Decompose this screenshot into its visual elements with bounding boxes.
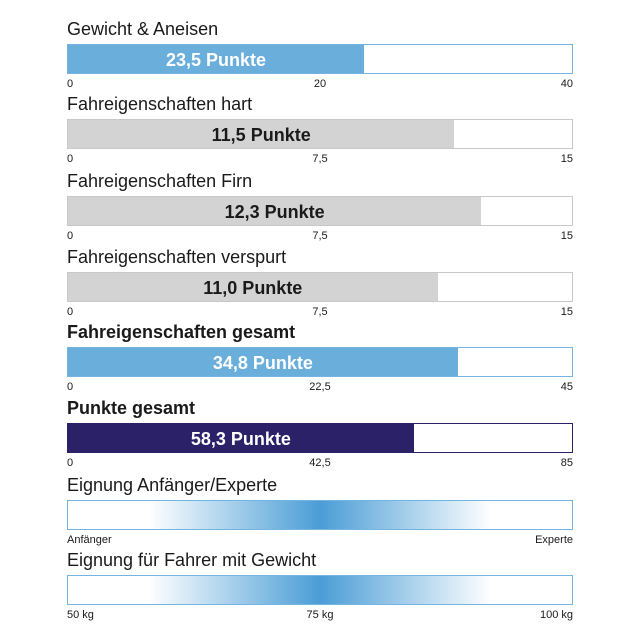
bar-fill xyxy=(68,348,458,376)
chart-section-8: Eignung für Fahrer mit Gewicht 50 kg 75 kg… xyxy=(67,549,573,622)
tick-label: 0 xyxy=(67,457,74,469)
chart-title: Fahreigenschaften gesamt xyxy=(67,322,296,342)
chart-section-2: Fahreigenschaften hart 11,5 Punkte 0 7,5 15 xyxy=(67,93,573,166)
bar-fill xyxy=(68,197,482,225)
tick-label: 15 xyxy=(560,153,573,165)
chart-title: Fahreigenschaften verspurt xyxy=(67,247,287,267)
tick-label: 45 xyxy=(560,381,573,393)
tick-labels: 0 20 40 xyxy=(67,77,573,91)
chart-title: Eignung Anfänger/Experte xyxy=(67,475,278,495)
gradient-scale xyxy=(67,575,573,605)
tick-label: 0 xyxy=(67,153,74,165)
tick-label: 100 kg xyxy=(539,609,573,621)
bar-track: 58,3 Punkte xyxy=(67,423,573,453)
bar-value-label: 23,5 Punkte xyxy=(166,50,267,70)
tick-labels: 50 kg 75 kg 100 kg xyxy=(67,608,573,622)
chart-title: Eignung für Fahrer mit Gewicht xyxy=(67,550,317,570)
tick-label: 0 xyxy=(67,230,74,242)
tick-labels: 0 22,5 45 xyxy=(67,380,573,394)
tick-label: 7,5 xyxy=(312,153,328,165)
tick-label: 7,5 xyxy=(312,230,328,242)
chart-title: Punkte gesamt xyxy=(67,398,196,418)
bar-fill xyxy=(68,273,438,301)
chart-section-5: Fahreigenschaften gesamt 34,8 Punkte 0 22,5… xyxy=(67,321,573,394)
bar-fill xyxy=(68,45,365,73)
bar-value-label: 11,5 Punkte xyxy=(211,125,311,145)
tick-label: Anfänger xyxy=(67,534,112,546)
gradient-scale xyxy=(67,500,573,530)
chart-section-4: Fahreigenschaften verspurt 11,0 Punkte 0 7,… xyxy=(67,246,573,319)
chart-title: Fahreigenschaften hart xyxy=(67,94,253,114)
gradient-fill xyxy=(68,576,572,604)
tick-label: 20 xyxy=(313,78,327,90)
bar-track: 11,5 Punkte xyxy=(67,119,573,149)
tick-label: 22,5 xyxy=(309,381,331,393)
bar-track: 12,3 Punkte xyxy=(67,196,573,226)
chart-section-3: Fahreigenschaften Firn 12,3 Punkte 0 7,5 15 xyxy=(67,170,573,243)
tick-labels: Anfänger Experte xyxy=(67,533,573,547)
bar-fill xyxy=(68,424,414,452)
tick-label: Experte xyxy=(535,534,573,546)
tick-label: 15 xyxy=(560,306,573,318)
tick-label: 15 xyxy=(560,230,573,242)
tick-labels: 0 7,5 15 xyxy=(67,229,573,243)
tick-label: 50 kg xyxy=(67,609,94,621)
tick-labels: 0 42,5 85 xyxy=(67,456,573,470)
tick-label: 0 xyxy=(67,306,74,318)
chart-title: Gewicht & Aneisen xyxy=(67,19,219,39)
tick-label: 40 xyxy=(560,78,573,90)
bar-fill xyxy=(68,120,455,148)
bar-track: 11,0 Punkte xyxy=(67,272,573,302)
bar-track: 34,8 Punkte xyxy=(67,347,573,377)
tick-label: 85 xyxy=(560,457,573,469)
tick-label: 0 xyxy=(67,381,74,393)
bar-value-label: 34,8 Punkte xyxy=(212,353,313,373)
chart-section-7: Eignung Anfänger/Experte Anfänger Experte xyxy=(67,474,573,547)
tick-label: 42,5 xyxy=(309,457,331,469)
bar-value-label: 11,0 Punkte xyxy=(203,278,303,298)
bar-value-label: 58,3 Punkte xyxy=(190,429,291,449)
tick-labels: 0 7,5 15 xyxy=(67,305,573,319)
bar-track: 23,5 Punkte xyxy=(67,44,573,74)
bar-value-label: 12,3 Punkte xyxy=(224,202,325,222)
tick-labels: 0 7,5 15 xyxy=(67,152,573,166)
chart-section-6: Punkte gesamt 58,3 Punkte 0 42,5 85 xyxy=(67,397,573,470)
tick-label: 0 xyxy=(67,78,74,90)
chart-title: Fahreigenschaften Firn xyxy=(67,171,253,191)
tick-label: 7,5 xyxy=(312,306,328,318)
tick-label: 75 kg xyxy=(306,609,334,621)
chart-section-1: Gewicht & Aneisen 23,5 Punkte 0 20 40 xyxy=(67,18,573,91)
gradient-fill xyxy=(68,501,572,529)
